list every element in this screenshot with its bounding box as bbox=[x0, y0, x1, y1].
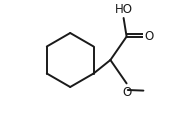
Text: HO: HO bbox=[115, 3, 133, 16]
Text: O: O bbox=[122, 86, 131, 99]
Text: O: O bbox=[145, 30, 154, 43]
